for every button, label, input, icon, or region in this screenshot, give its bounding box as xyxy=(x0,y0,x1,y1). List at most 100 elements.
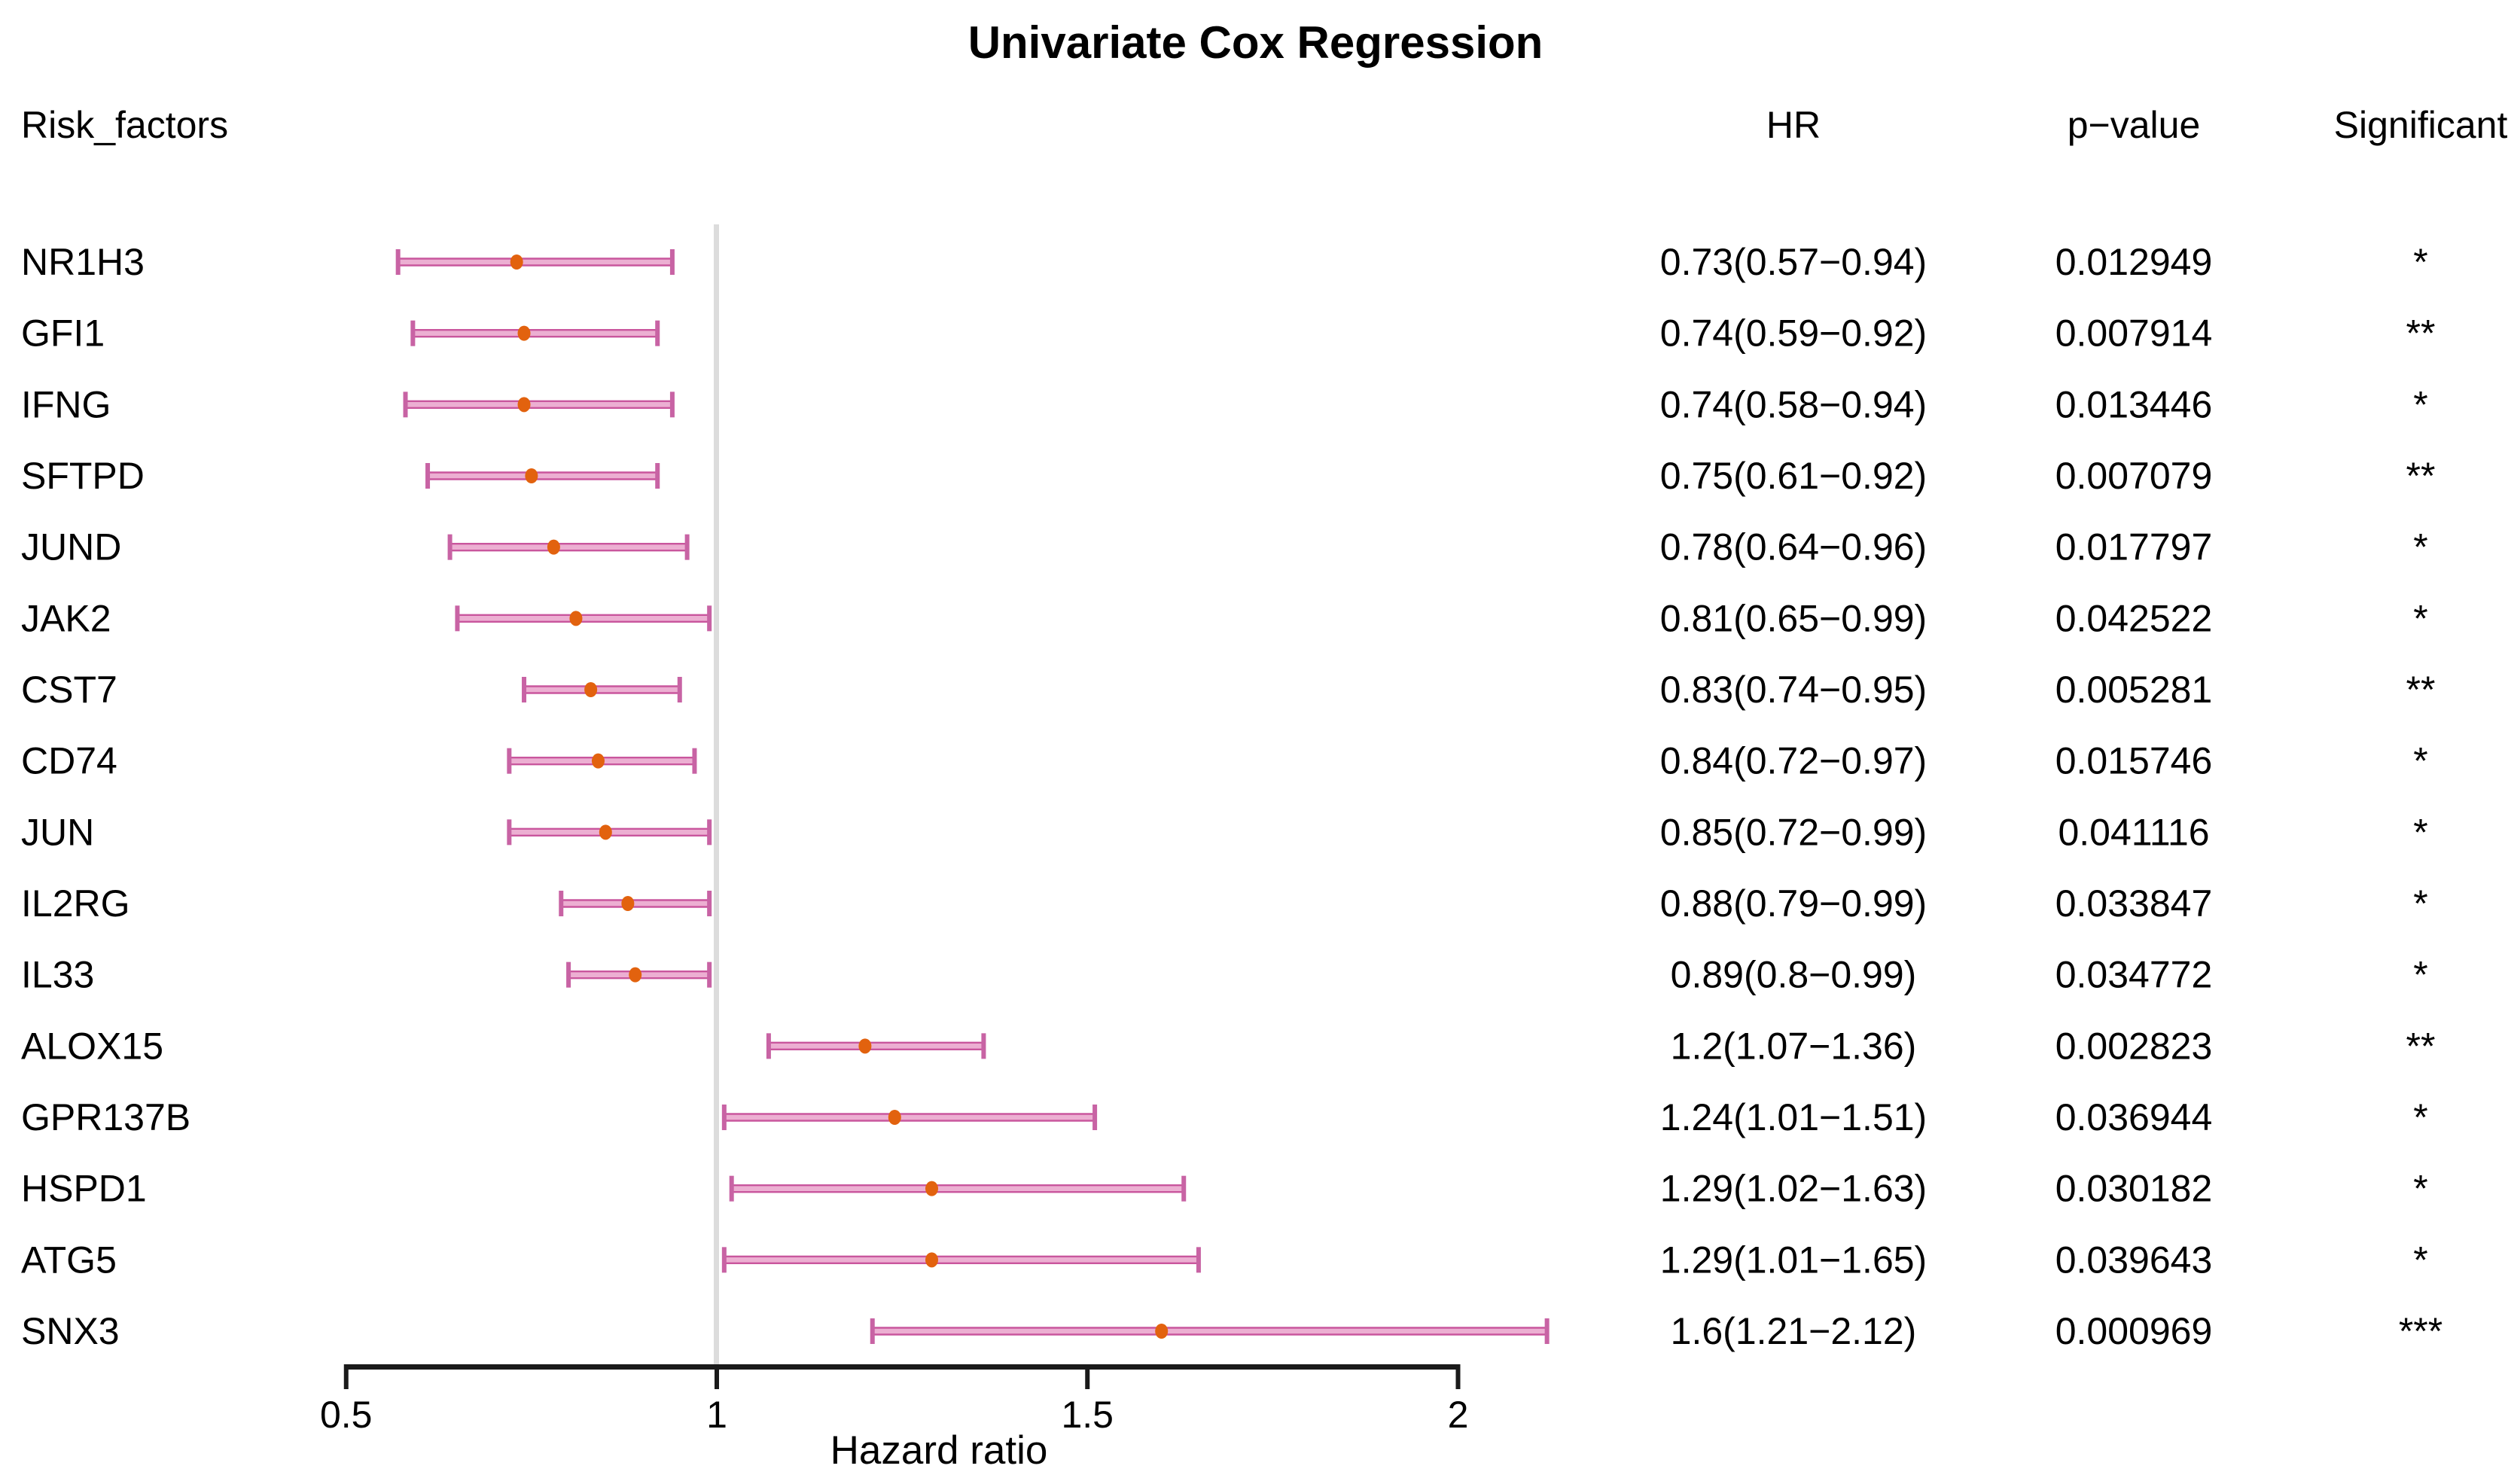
hr-value: 0.74(0.58−0.94) xyxy=(1660,383,1927,425)
p-value: 0.039643 xyxy=(2055,1239,2213,1281)
risk-factor-label: IL2RG xyxy=(21,882,130,925)
hr-point xyxy=(517,325,531,341)
ci-whisker-low xyxy=(870,1318,875,1345)
ci-whisker-high xyxy=(707,819,712,846)
ci-whisker-low xyxy=(403,392,408,418)
hr-value: 0.81(0.65−0.99) xyxy=(1660,597,1927,639)
ci-whisker-low xyxy=(566,961,571,988)
ci-whisker-high xyxy=(669,392,675,418)
chart-title: Univariate Cox Regression xyxy=(968,17,1543,68)
risk-factor-label: ATG5 xyxy=(21,1239,117,1281)
x-axis-tick xyxy=(343,1370,349,1389)
ci-whisker-low xyxy=(455,605,460,632)
reference-line-hr1 xyxy=(714,224,719,1364)
p-value: 0.034772 xyxy=(2055,954,2213,996)
hr-point xyxy=(629,967,642,983)
ci-whisker-low xyxy=(522,677,527,703)
ci-whisker-high xyxy=(684,534,690,560)
x-axis-tick-label: 0.5 xyxy=(320,1394,373,1436)
ci-whisker-high xyxy=(1181,1175,1187,1202)
risk-factor-label: SFTPD xyxy=(21,455,145,497)
ci-error-bar xyxy=(426,471,659,480)
hr-point xyxy=(1155,1324,1169,1339)
significance-stars: * xyxy=(2413,241,2427,283)
ci-whisker-low xyxy=(410,320,416,346)
column-header-hr: HR xyxy=(1766,104,1821,146)
hr-point xyxy=(547,539,560,555)
ci-whisker-high xyxy=(1544,1318,1550,1345)
ci-error-bar xyxy=(871,1327,1548,1336)
ci-whisker-high xyxy=(981,1033,986,1059)
x-axis-line xyxy=(343,1364,1461,1370)
risk-factor-label: JAK2 xyxy=(21,597,111,639)
risk-factor-label: ALOX15 xyxy=(21,1025,163,1067)
ci-whisker-high xyxy=(655,463,660,489)
hr-value: 0.74(0.59−0.92) xyxy=(1660,312,1927,355)
p-value: 0.007079 xyxy=(2055,455,2213,497)
ci-whisker-low xyxy=(721,1105,727,1131)
ci-whisker-low xyxy=(729,1175,734,1202)
ci-error-bar xyxy=(523,685,681,694)
ci-whisker-low xyxy=(507,819,512,846)
hr-point xyxy=(584,682,598,698)
hr-value: 1.6(1.21−2.12) xyxy=(1671,1310,1917,1352)
hr-value: 0.84(0.72−0.97) xyxy=(1660,740,1927,782)
ci-whisker-high xyxy=(692,748,697,774)
x-axis-title: Hazard ratio xyxy=(830,1428,1048,1473)
hr-value: 0.73(0.57−0.94) xyxy=(1660,241,1927,283)
ci-whisker-low xyxy=(447,534,453,560)
p-value: 0.000969 xyxy=(2055,1310,2213,1352)
p-value: 0.007914 xyxy=(2055,312,2213,355)
hr-point xyxy=(858,1038,872,1054)
column-header-significant: Significant xyxy=(2333,104,2508,146)
ci-error-bar xyxy=(560,899,711,908)
ci-whisker-low xyxy=(766,1033,771,1059)
p-value: 0.036944 xyxy=(2055,1096,2213,1138)
significance-stars: * xyxy=(2413,526,2427,568)
risk-factor-label: SNX3 xyxy=(21,1310,120,1352)
risk-factor-label: NR1H3 xyxy=(21,241,145,283)
ci-whisker-high xyxy=(669,249,675,275)
ci-whisker-high xyxy=(655,320,660,346)
ci-error-bar xyxy=(456,614,711,623)
x-axis-tick-label: 2 xyxy=(1448,1394,1469,1436)
ci-whisker-low xyxy=(559,891,564,917)
risk-factor-label: IFNG xyxy=(21,383,111,425)
significance-stars: ** xyxy=(2406,312,2436,355)
p-value: 0.012949 xyxy=(2055,241,2213,283)
ci-error-bar xyxy=(404,400,674,410)
significance-stars: ** xyxy=(2406,1025,2436,1067)
p-value: 0.015746 xyxy=(2055,740,2213,782)
p-value: 0.033847 xyxy=(2055,882,2213,925)
significance-stars: ** xyxy=(2406,669,2436,711)
p-value: 0.017797 xyxy=(2055,526,2213,568)
risk-factor-label: HSPD1 xyxy=(21,1168,147,1210)
ci-whisker-low xyxy=(395,249,401,275)
ci-error-bar xyxy=(397,257,674,267)
ci-error-bar xyxy=(767,1041,985,1051)
hr-point xyxy=(925,1252,939,1268)
p-value: 0.042522 xyxy=(2055,597,2213,639)
x-axis-tick xyxy=(1085,1370,1090,1389)
p-value: 0.013446 xyxy=(2055,383,2213,425)
risk-factor-label: CST7 xyxy=(21,669,117,711)
hr-point xyxy=(599,824,612,840)
risk-factor-label: JUND xyxy=(21,526,121,568)
hr-value: 0.75(0.61−0.92) xyxy=(1660,455,1927,497)
ci-whisker-high xyxy=(707,961,712,988)
ci-error-bar xyxy=(723,1113,1096,1122)
x-axis-tick-label: 1 xyxy=(706,1394,727,1436)
column-header-p-value: p−value xyxy=(2067,104,2201,146)
hr-point xyxy=(591,753,605,769)
p-value: 0.030182 xyxy=(2055,1168,2213,1210)
ci-error-bar xyxy=(449,542,688,552)
ci-whisker-high xyxy=(707,891,712,917)
hr-point xyxy=(925,1181,939,1196)
x-axis-tick xyxy=(715,1370,719,1389)
hr-value: 1.2(1.07−1.36) xyxy=(1671,1025,1917,1067)
ci-whisker-high xyxy=(677,677,682,703)
risk-factor-label: IL33 xyxy=(21,954,94,996)
ci-whisker-high xyxy=(707,605,712,632)
risk-factor-label: GPR137B xyxy=(21,1096,190,1138)
